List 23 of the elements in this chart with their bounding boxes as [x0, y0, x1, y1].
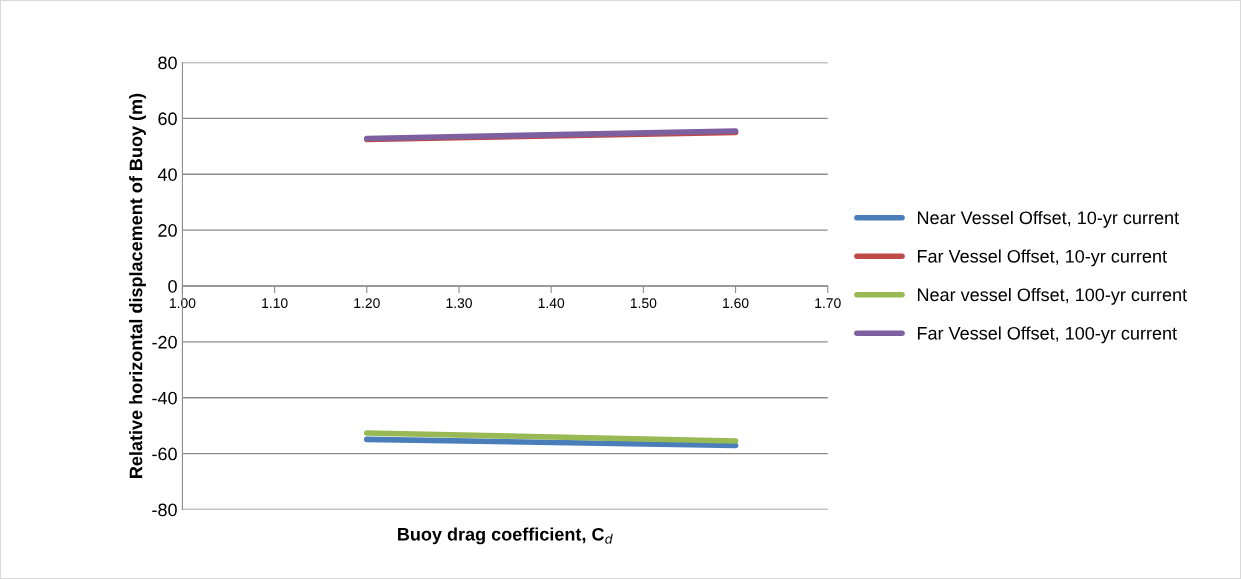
x-tick-label: 1.20 — [354, 298, 380, 309]
x-axis-title: Buoy drag coefficient, C$_{d}$ — [398, 527, 613, 545]
legend-label: Near Vessel Offset, 10-yr current — [917, 210, 1179, 228]
y-tick-label: -40 — [152, 391, 177, 405]
x-tick-label: 1.70 — [815, 298, 841, 309]
legend-label: Far Vessel Offset, 10-yr current — [917, 249, 1167, 267]
y-tick-label: 40 — [157, 168, 177, 181]
x-tick-label: 1.10 — [262, 298, 288, 309]
y-tick-label: 60 — [158, 112, 177, 126]
y-tick-label: -60 — [152, 447, 177, 461]
x-tick-label: 1.30 — [446, 298, 472, 309]
x-tick-label: 1.50 — [630, 298, 657, 309]
x-tick-label: 1.60 — [723, 298, 749, 309]
legend-label: Far Vessel Offset, 100-yr current — [917, 326, 1177, 344]
x-tick-label: 1.40 — [538, 298, 565, 309]
y-tick-label: -80 — [152, 503, 177, 517]
y-tick-label: 20 — [158, 224, 177, 237]
y-axis-title: Relative horizontal displacement of Buoy (m) — [129, 93, 146, 478]
y-tick-label: 80 — [158, 56, 177, 70]
legend-label: Near vessel Offset, 100-yr current — [917, 287, 1187, 305]
y-tick-label: -20 — [152, 335, 177, 349]
x-tick-label: 1.00 — [169, 298, 196, 309]
y-tick-label: 0 — [168, 279, 177, 293]
